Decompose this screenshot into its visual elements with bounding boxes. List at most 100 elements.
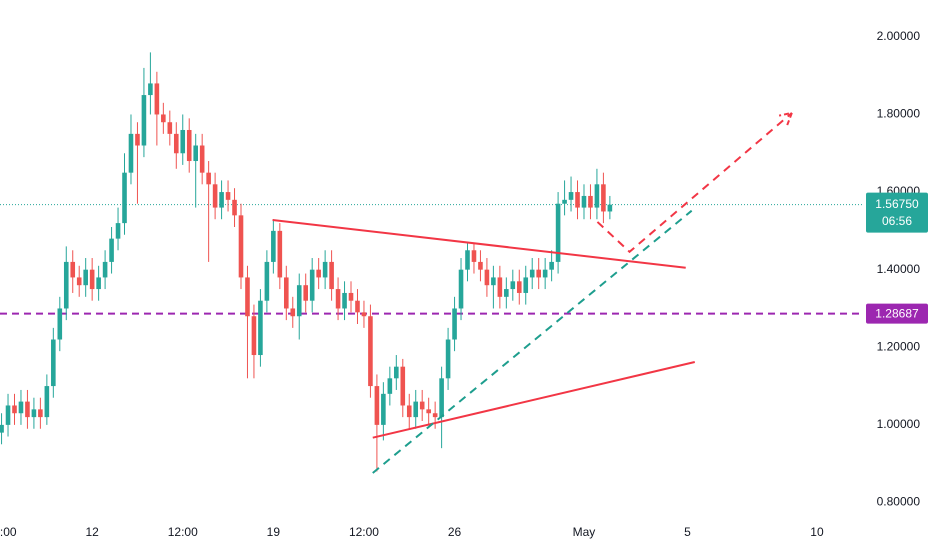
candle-body	[12, 405, 17, 414]
candle-body	[180, 129, 186, 154]
candle-body	[173, 133, 179, 154]
candle-body	[394, 366, 399, 379]
candle-body	[135, 133, 140, 146]
candle-body	[31, 409, 37, 418]
candle-body	[555, 203, 561, 262]
candle-body	[465, 250, 470, 270]
candle-body	[329, 261, 334, 290]
candle-body	[148, 83, 153, 96]
candle-body	[277, 230, 283, 278]
candle-body	[387, 378, 393, 394]
candle-body	[303, 285, 309, 301]
candle-body	[0, 424, 4, 433]
arrow-head	[778, 111, 794, 126]
candle-body	[452, 308, 457, 340]
candle-body	[251, 316, 257, 356]
candle-body	[562, 199, 567, 204]
candle-body	[122, 172, 127, 224]
candle-body	[368, 316, 373, 387]
level-label: 1.28687	[875, 307, 919, 321]
candle-body	[283, 277, 289, 309]
x-tick-label: 10	[810, 525, 824, 539]
plot-area	[0, 52, 862, 474]
candle-body	[18, 401, 24, 414]
candle-body	[309, 269, 315, 301]
candle-body	[588, 195, 593, 208]
candle-body	[478, 261, 483, 270]
candle-body	[335, 289, 341, 309]
y-tick-label: 1.80000	[877, 107, 921, 121]
candle-body	[432, 413, 438, 418]
candle-body	[219, 192, 224, 208]
candle-body	[601, 184, 606, 212]
candle-body	[199, 145, 205, 173]
candle-body	[426, 409, 431, 414]
candle-body	[38, 409, 43, 418]
candle-body	[96, 277, 101, 290]
candle-body	[510, 281, 516, 290]
candle-body	[63, 261, 69, 309]
candle-body	[316, 269, 321, 278]
x-tick-label: May	[573, 525, 596, 539]
candle-body	[296, 285, 302, 317]
candle-body	[57, 308, 63, 340]
y-tick-label: 1.00000	[877, 417, 921, 431]
candle-body	[471, 250, 477, 262]
x-tick-label: 12:00	[168, 525, 198, 539]
candle-body	[549, 261, 554, 270]
candle-body	[445, 339, 451, 379]
countdown: 06:56	[882, 214, 912, 228]
candle-body	[406, 405, 412, 418]
candle-body	[419, 401, 425, 410]
candle-body	[290, 308, 296, 317]
candle-body	[374, 386, 380, 425]
candle-body	[115, 223, 121, 239]
candle-body	[516, 281, 522, 293]
y-tick-label: 1.40000	[877, 262, 921, 276]
candle-body	[568, 192, 574, 200]
candle-body	[76, 277, 82, 286]
candle-body	[128, 133, 134, 173]
y-tick-label: 1.20000	[877, 339, 921, 353]
last-price-label: 1.56750	[875, 197, 919, 211]
candle-body	[607, 204, 613, 212]
candle-body	[491, 277, 496, 286]
y-tick-label: 2.00000	[877, 29, 921, 43]
last-price-box	[866, 192, 928, 233]
candle-body	[361, 312, 367, 317]
candle-body	[102, 261, 108, 278]
candle-body	[83, 269, 88, 286]
candle-body	[212, 184, 218, 208]
trend-line	[596, 112, 793, 254]
y-tick-label: 0.80000	[877, 495, 921, 509]
x-tick-label: 12:00	[349, 525, 379, 539]
candle-body	[529, 269, 535, 278]
x-tick-label: 12:00	[0, 525, 17, 539]
candle-body	[536, 269, 541, 278]
candle-body	[258, 300, 263, 356]
candle-body	[484, 269, 490, 286]
candle-body	[193, 145, 198, 162]
candle-body	[109, 238, 114, 262]
candle-body	[238, 215, 244, 278]
candle-body	[322, 261, 328, 278]
candle-body	[44, 386, 50, 418]
candle-body	[381, 393, 386, 425]
trend-line	[372, 361, 696, 439]
candle-body	[51, 339, 56, 387]
candle-body	[206, 172, 211, 185]
level-label-box	[866, 303, 928, 324]
candle-body	[348, 292, 354, 301]
candle-body	[504, 289, 509, 297]
candle-body	[264, 261, 270, 301]
x-tick-label: 5	[684, 525, 691, 539]
candle-body	[594, 184, 600, 208]
candle-body	[542, 269, 548, 278]
x-tick-label: 19	[267, 525, 281, 539]
candle-body	[5, 405, 11, 425]
candle-body	[141, 95, 147, 146]
candle-body	[523, 277, 529, 293]
candle-body	[400, 366, 406, 406]
